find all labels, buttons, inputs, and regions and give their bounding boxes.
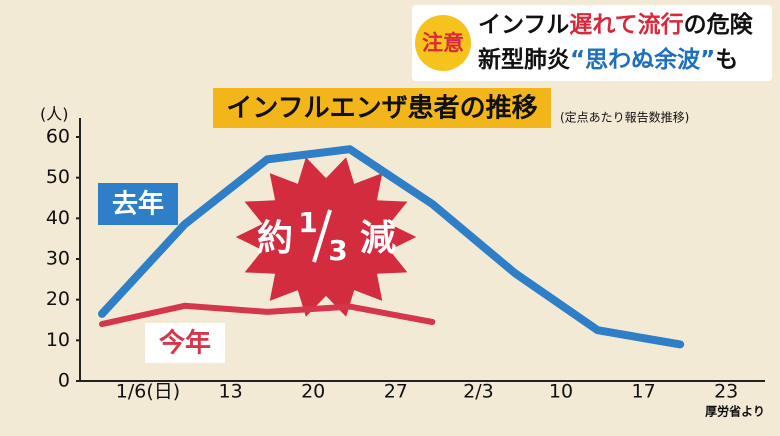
chart-title: インフルエンザ患者の推移 bbox=[226, 94, 537, 124]
headline-part: の危険 bbox=[684, 11, 754, 38]
x-tick-label: 17 bbox=[632, 381, 656, 403]
annotation-burst bbox=[235, 157, 417, 317]
annotation: 約 bbox=[257, 218, 293, 259]
y-tick-label: 30 bbox=[46, 248, 70, 270]
series-line bbox=[98, 145, 685, 349]
legend-box bbox=[145, 323, 225, 363]
headline-part: “思わぬ余波” bbox=[570, 46, 715, 73]
chart-subtitle: (定点あたり報告数推移) bbox=[560, 110, 689, 125]
x-tick-label: 13 bbox=[219, 381, 243, 403]
annotation: 1 bbox=[298, 206, 317, 239]
x-tick-label: 20 bbox=[301, 381, 325, 403]
y-tick-label: 0 bbox=[58, 370, 70, 392]
legend-label: 今年 bbox=[159, 328, 211, 359]
headline-box bbox=[412, 5, 772, 81]
source: 厚労省より bbox=[705, 404, 765, 419]
y-tick-label: 40 bbox=[46, 207, 70, 229]
annotation: 減 bbox=[360, 218, 396, 259]
headline-part: 新型肺炎 bbox=[478, 46, 570, 73]
annotation: 3 bbox=[328, 234, 347, 267]
x-tick-label: 1/6(日) bbox=[116, 381, 180, 403]
y-tick-label: 50 bbox=[46, 166, 70, 188]
legend-box bbox=[98, 183, 178, 225]
y-tick-label: 60 bbox=[46, 126, 70, 148]
series-line bbox=[99, 302, 436, 328]
title-box bbox=[213, 88, 551, 128]
legend-label: 去年 bbox=[112, 189, 164, 220]
headline-line: 新型肺炎“思わぬ余波”も bbox=[478, 46, 738, 73]
y-axis-label: (人) bbox=[40, 105, 69, 124]
headline-part: 遅れて流行 bbox=[569, 11, 683, 38]
headline-line: インフル遅れて流行の危険 bbox=[478, 11, 754, 38]
badge: 注意 bbox=[422, 31, 464, 55]
x-tick-label: 10 bbox=[549, 381, 573, 403]
x-tick-label: 2/3 bbox=[463, 381, 494, 403]
headline-part: インフル bbox=[478, 12, 569, 38]
x-tick-label: 27 bbox=[384, 381, 408, 403]
y-tick-label: 20 bbox=[46, 288, 70, 310]
badge-circle bbox=[415, 15, 471, 71]
fraction-slash bbox=[312, 209, 332, 263]
y-tick-label: 10 bbox=[46, 329, 70, 351]
headline-part: も bbox=[715, 47, 738, 73]
x-tick-label: 23 bbox=[714, 381, 738, 403]
